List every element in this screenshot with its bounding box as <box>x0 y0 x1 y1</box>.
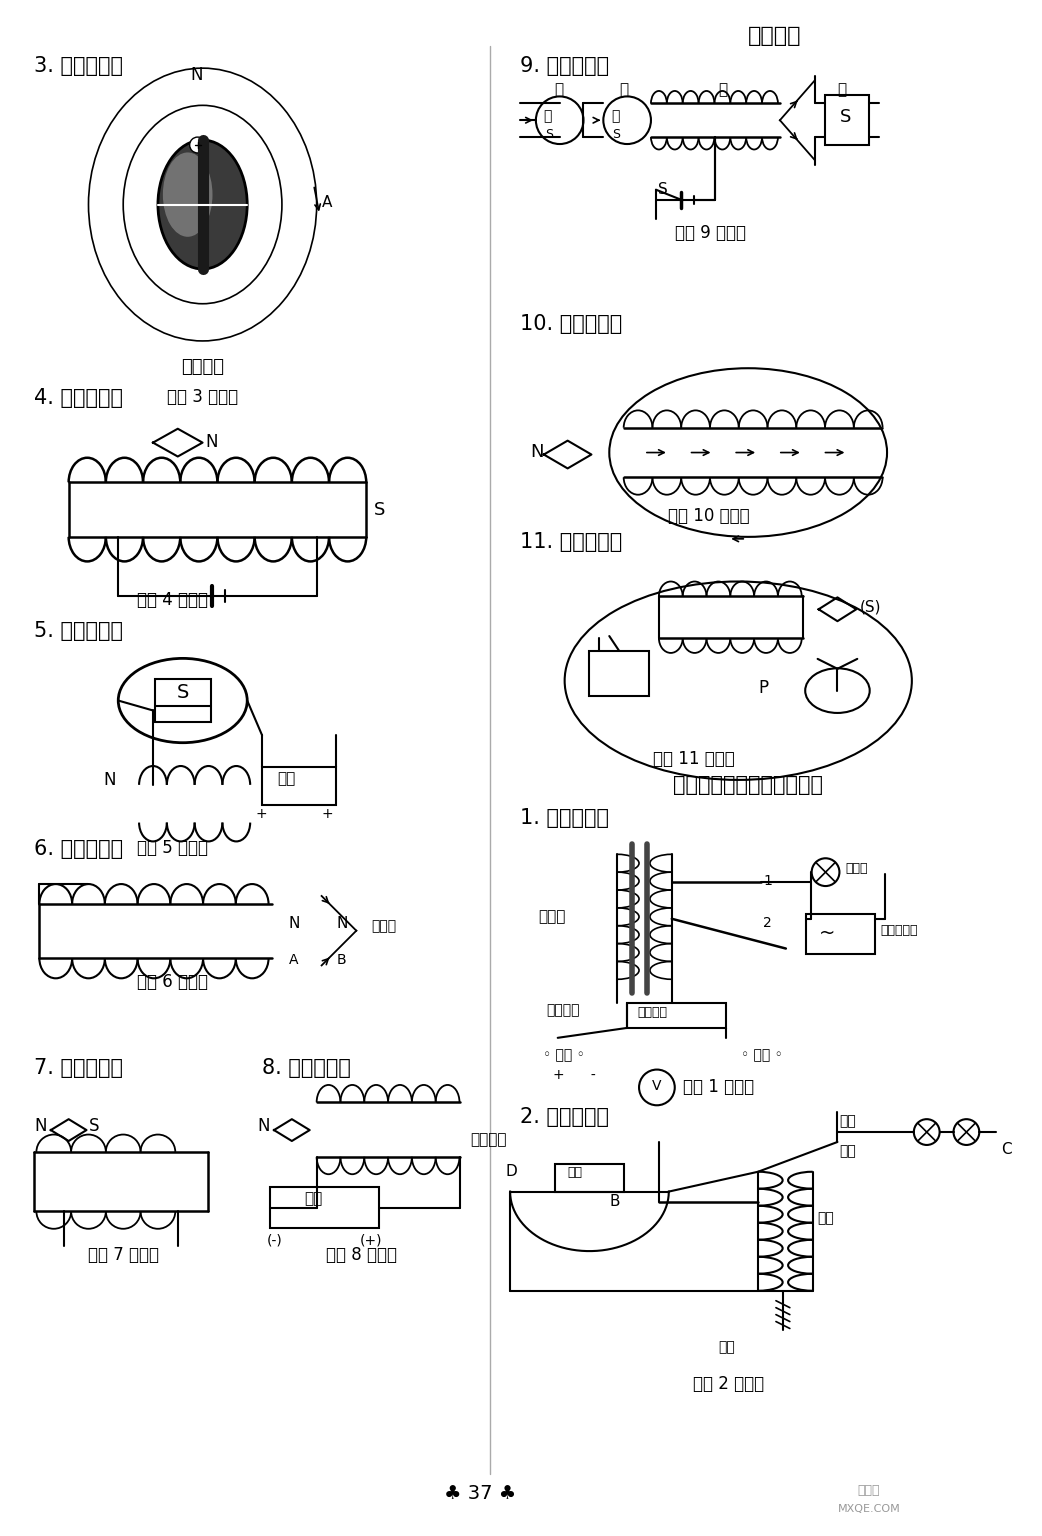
Text: (-): (-) <box>267 1233 282 1247</box>
Text: 10. 如图所示。: 10. 如图所示。 <box>520 313 622 333</box>
Text: 电控照相机: 电控照相机 <box>880 923 918 937</box>
Text: S: S <box>176 682 189 702</box>
Text: 光敏电阻: 光敏电阻 <box>470 1132 506 1147</box>
Text: 弹簧: 弹簧 <box>718 1341 736 1355</box>
Text: +      -: + - <box>552 1068 595 1081</box>
Text: （第 6 题图）: （第 6 题图） <box>138 974 208 991</box>
Text: 甲: 甲 <box>554 83 564 97</box>
Bar <box>263 766 337 805</box>
Text: （第 8 题图）: （第 8 题图） <box>326 1246 397 1264</box>
Text: +: + <box>322 806 333 820</box>
Text: 电磁继电器作图题专项训练: 电磁继电器作图题专项训练 <box>673 776 823 796</box>
Text: 4. 如图所示。: 4. 如图所示。 <box>34 389 123 409</box>
Text: S: S <box>545 127 553 141</box>
Text: A: A <box>289 952 298 966</box>
Text: S: S <box>613 127 620 141</box>
Text: MXQE.COM: MXQE.COM <box>838 1504 900 1514</box>
Text: （第 1 题图）: （第 1 题图） <box>683 1078 754 1095</box>
Text: 1. 如图所示。: 1. 如图所示。 <box>520 808 609 828</box>
Text: 地理南极: 地理南极 <box>181 358 224 376</box>
Text: S: S <box>374 501 386 519</box>
Text: S: S <box>89 1117 99 1135</box>
Text: (S): (S) <box>860 599 880 614</box>
Text: （第 2 题图）: （第 2 题图） <box>693 1375 764 1393</box>
Text: A: A <box>322 195 332 209</box>
Text: P: P <box>759 679 768 697</box>
Text: 6. 如图所示。: 6. 如图所示。 <box>34 840 123 860</box>
Text: （第 10 题图）: （第 10 题图） <box>668 507 749 525</box>
Text: 永磁体: 永磁体 <box>371 919 396 932</box>
Text: 压敏电阻: 压敏电阻 <box>637 1006 667 1018</box>
Bar <box>627 1003 726 1028</box>
Text: （第 3 题图）: （第 3 题图） <box>167 389 239 406</box>
Text: 2: 2 <box>763 915 772 929</box>
Text: 3. 如图所示。: 3. 如图所示。 <box>34 55 123 75</box>
Text: 答案圈: 答案圈 <box>858 1484 879 1498</box>
Text: 乙: 乙 <box>619 83 628 97</box>
Text: 电源: 电源 <box>304 1192 322 1207</box>
Text: 触点: 触点 <box>818 1212 835 1226</box>
Ellipse shape <box>158 140 247 269</box>
Text: （第 4 题图）: （第 4 题图） <box>138 591 208 610</box>
Text: S: S <box>840 109 851 126</box>
Text: ~: ~ <box>819 923 835 943</box>
Text: N: N <box>191 66 203 83</box>
Text: 丙: 丙 <box>718 83 727 97</box>
Text: N: N <box>34 1117 47 1135</box>
Text: 零线: 零线 <box>840 1114 857 1129</box>
Text: （第 9 题图）: （第 9 题图） <box>675 224 746 243</box>
Text: N: N <box>257 1117 270 1135</box>
Text: （第 5 题图）: （第 5 题图） <box>138 840 208 857</box>
Text: S: S <box>658 181 668 197</box>
Ellipse shape <box>163 152 213 237</box>
Text: ♣ 37 ♣: ♣ 37 ♣ <box>444 1484 517 1504</box>
Text: 参考答案: 参考答案 <box>748 26 801 46</box>
Text: +: + <box>255 806 267 820</box>
Ellipse shape <box>805 668 870 713</box>
Text: （第 11 题图）: （第 11 题图） <box>652 750 735 768</box>
Text: （第 7 题图）: （第 7 题图） <box>88 1246 158 1264</box>
Bar <box>554 1164 624 1192</box>
Text: D: D <box>505 1164 517 1178</box>
Text: 指示灯: 指示灯 <box>845 862 868 876</box>
Text: ◦ 电源 ◦: ◦ 电源 ◦ <box>741 1048 783 1061</box>
Text: N: N <box>337 915 348 931</box>
Text: 丁: 丁 <box>838 83 846 97</box>
Circle shape <box>190 137 205 154</box>
Text: 乙: 乙 <box>611 109 619 123</box>
Circle shape <box>536 97 584 144</box>
Text: N: N <box>103 771 116 790</box>
Text: 压敏电阻: 压敏电阻 <box>546 1003 579 1017</box>
Ellipse shape <box>118 659 247 743</box>
Text: 7. 如图所示。: 7. 如图所示。 <box>34 1058 123 1078</box>
Text: 1: 1 <box>763 874 772 888</box>
Text: 2. 如图所示。: 2. 如图所示。 <box>520 1107 609 1127</box>
Bar <box>824 95 869 144</box>
Text: (+): (+) <box>359 1233 381 1247</box>
Bar <box>805 914 875 954</box>
Text: B: B <box>337 952 346 966</box>
Text: N: N <box>205 433 218 450</box>
Bar <box>270 1187 379 1229</box>
Text: 9. 如图所示。: 9. 如图所示。 <box>520 55 610 75</box>
Text: 光电: 光电 <box>568 1166 582 1178</box>
Text: 电源: 电源 <box>277 771 295 786</box>
Text: 11. 如图所示。: 11. 如图所示。 <box>520 531 622 551</box>
Text: 电磁铁: 电磁铁 <box>538 909 565 923</box>
Text: 5. 如图所示。: 5. 如图所示。 <box>34 621 123 641</box>
Bar <box>590 651 649 696</box>
Text: N: N <box>289 915 300 931</box>
Text: 火线: 火线 <box>840 1144 857 1158</box>
Text: B: B <box>610 1193 620 1209</box>
Text: V: V <box>652 1080 662 1094</box>
Circle shape <box>603 97 651 144</box>
Circle shape <box>639 1069 675 1106</box>
Text: C: C <box>1001 1141 1012 1157</box>
Text: ◦ 电源 ◦: ◦ 电源 ◦ <box>543 1048 585 1061</box>
Text: 8. 如图所示。: 8. 如图所示。 <box>263 1058 351 1078</box>
Text: N: N <box>530 442 544 461</box>
Text: 甲: 甲 <box>544 109 552 123</box>
Bar <box>155 679 210 722</box>
